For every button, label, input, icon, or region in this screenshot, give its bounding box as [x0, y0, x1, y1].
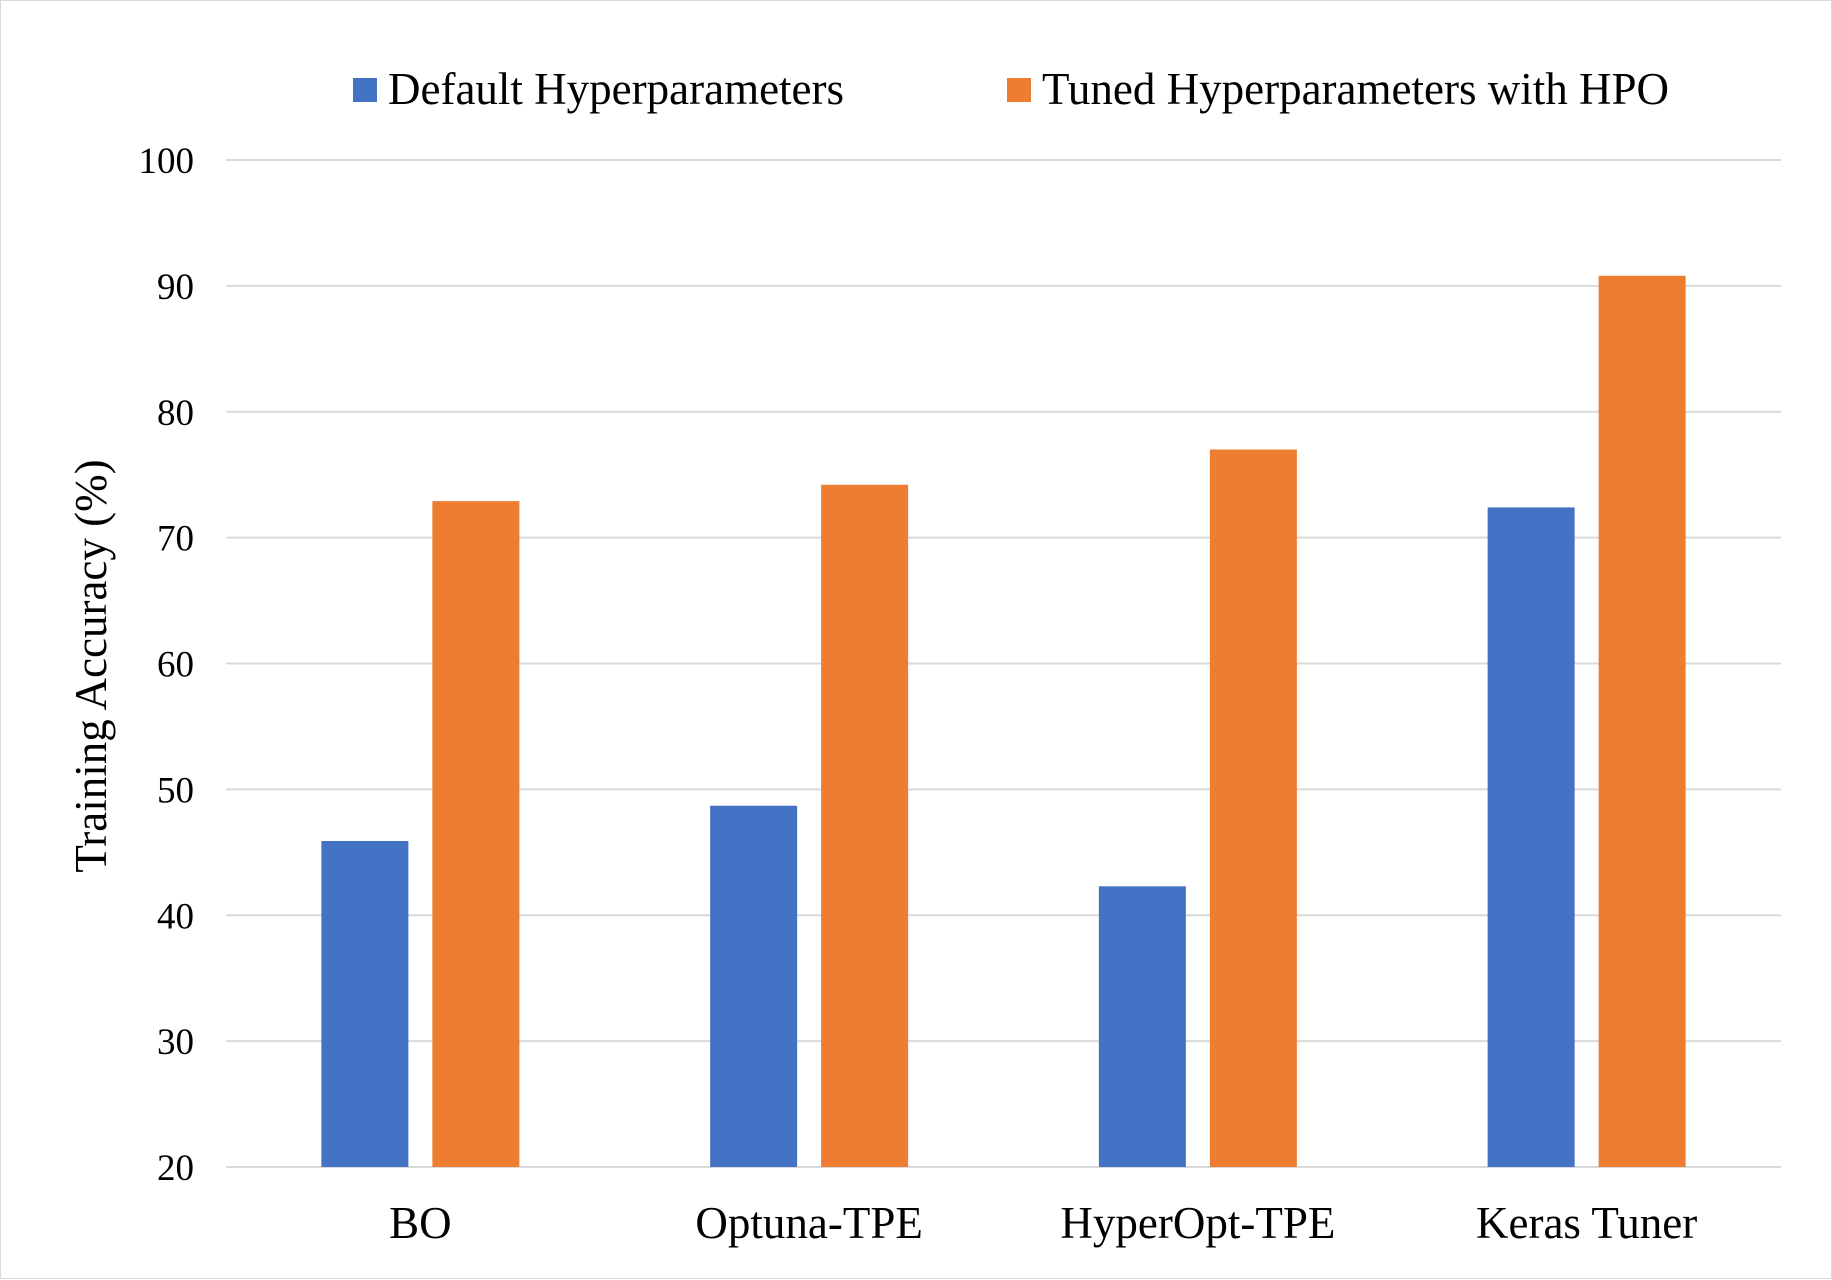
- bars: [321, 275, 1686, 1168]
- bar-default: [1487, 507, 1575, 1167]
- bar-tuned: [1598, 275, 1686, 1167]
- legend-label: Tuned Hyperparameters with HPO: [1042, 64, 1669, 114]
- bar-tuned: [821, 484, 909, 1167]
- y-tick-label: 90: [157, 267, 194, 308]
- x-category-label: BO: [389, 1198, 452, 1248]
- bar-tuned: [432, 501, 520, 1168]
- bar-tuned: [1209, 449, 1297, 1167]
- y-tick-label: 80: [157, 393, 194, 434]
- y-tick-label: 50: [157, 770, 194, 811]
- y-tick-label: 40: [157, 896, 194, 937]
- y-tick-labels: 20 30 40 50 60 70 80 90 100: [139, 141, 195, 1189]
- bar-default: [1098, 886, 1186, 1167]
- y-tick-label: 100: [139, 141, 195, 182]
- bar-default: [321, 840, 409, 1167]
- x-category-labels: BO Optuna-TPE HyperOpt-TPE Keras Tuner: [389, 1198, 1697, 1248]
- y-tick-label: 70: [157, 519, 194, 560]
- x-category-label: Keras Tuner: [1476, 1198, 1697, 1248]
- legend-label: Default Hyperparameters: [388, 64, 844, 114]
- y-tick-label: 60: [157, 645, 194, 686]
- legend-swatch: [353, 78, 377, 102]
- legend-swatch: [1007, 78, 1031, 102]
- bar-default: [710, 805, 798, 1167]
- y-tick-label: 20: [157, 1148, 194, 1189]
- legend: Default Hyperparameters Tuned Hyperparame…: [353, 64, 1669, 114]
- x-category-label: HyperOpt-TPE: [1060, 1198, 1335, 1248]
- y-tick-label: 30: [157, 1022, 194, 1063]
- x-category-label: Optuna-TPE: [695, 1198, 922, 1248]
- y-axis-title: Training Accuracy (%): [66, 459, 116, 872]
